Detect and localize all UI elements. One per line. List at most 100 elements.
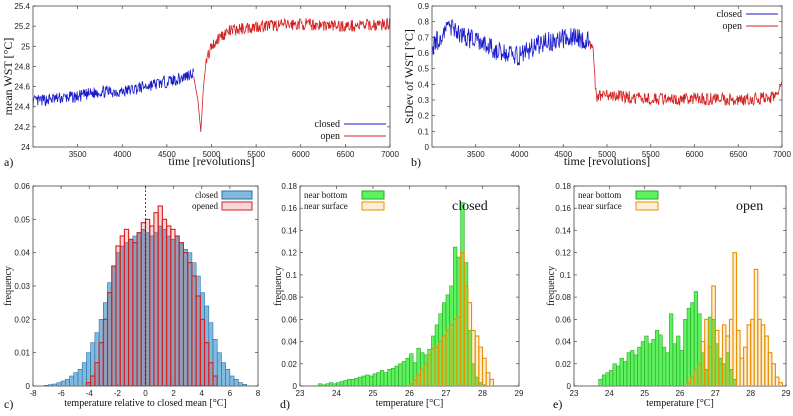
bar-opened	[191, 275, 197, 386]
bar-near-bottom	[369, 375, 374, 386]
ytick-label: 0.7	[418, 33, 430, 42]
bar-near-bottom	[379, 370, 385, 386]
plot-area-c	[43, 186, 248, 386]
bar-opened	[170, 228, 176, 386]
bar-near-bottom	[372, 373, 377, 386]
x-axis-label: time [revolutions]	[168, 154, 254, 168]
ytick-label: 0.04	[14, 249, 30, 258]
x-axis-label: temperature [°C]	[646, 398, 714, 409]
series-line-closed	[33, 68, 195, 108]
legend-label-opened: opened	[192, 201, 218, 211]
legend-swatch-closed	[221, 190, 253, 200]
bar-near-bottom	[605, 372, 610, 386]
ytick-label: 0.01	[14, 349, 30, 358]
bar-near-bottom	[612, 363, 617, 386]
bar-opened	[204, 342, 210, 386]
xtick-label: 0	[143, 389, 148, 398]
ytick-label: 0.6	[418, 49, 430, 58]
bar-opened	[208, 362, 214, 386]
bar-near-bottom	[654, 330, 660, 386]
ytick-label: 25.2	[14, 22, 30, 31]
bar-near-bottom	[336, 382, 341, 386]
xtick-label: 2	[171, 389, 176, 398]
ytick-label: 24.6	[14, 83, 30, 92]
xtick-label: 28	[746, 389, 755, 398]
ytick-label: 0.02	[555, 360, 571, 369]
bar-near-bottom	[651, 339, 656, 386]
bar-near-bottom	[339, 381, 345, 386]
ytick-label: 25	[21, 42, 30, 51]
bar-near-bottom	[623, 361, 628, 386]
xtick-label: 25	[640, 389, 649, 398]
bar-near-bottom	[637, 346, 642, 386]
ytick-label: 0.3	[418, 96, 430, 105]
bar-near-bottom	[405, 357, 410, 386]
bar-opened	[153, 212, 159, 386]
bar-near-bottom	[676, 335, 681, 386]
bar-closed	[48, 384, 53, 386]
bar-near-bottom	[665, 352, 670, 386]
bar-opened	[90, 375, 96, 386]
bar-opened	[106, 292, 113, 386]
ytick-label: 0.08	[281, 293, 297, 302]
xtick-label: 7000	[381, 150, 399, 159]
bar-near-bottom	[358, 376, 363, 386]
bar-near-bottom	[640, 341, 645, 386]
bar-opened	[119, 235, 125, 386]
legend-label-near-bottom: near bottom	[304, 190, 347, 200]
panel-b: 0 0.1 0.2 0.3 0.4 0.5 0.6 0.7 0.8 0.9 3500 4000 4500…	[402, 2, 791, 169]
bar-near-bottom	[686, 307, 691, 386]
bar-opened	[195, 295, 201, 386]
legend-swatch-near-surface	[361, 201, 385, 211]
bar-near-surface	[732, 252, 738, 386]
bar-closed	[52, 383, 58, 386]
bar-near-bottom	[398, 363, 403, 386]
bar-near-surface	[778, 382, 784, 386]
legend-label-open: open	[723, 21, 742, 32]
bar-near-bottom	[658, 334, 663, 386]
bar-closed	[73, 372, 79, 386]
y-axis-label: frequency	[546, 266, 557, 306]
ytick-label: 0	[26, 382, 31, 391]
plot-area-e	[598, 252, 784, 386]
bar-near-bottom	[630, 350, 635, 386]
x-axis-label: temperature relative to closed mean [°C]	[64, 398, 227, 409]
bar-near-bottom	[343, 380, 348, 386]
bar-near-bottom	[328, 382, 334, 386]
ytick-label: 0.9	[418, 2, 430, 11]
bar-near-bottom	[350, 379, 356, 386]
ytick-label: 25.4	[14, 2, 30, 11]
bar-near-bottom	[317, 383, 323, 386]
panel-a: 24 24.2 24.4 24.6 24.8 25 25.2 25.4 3500 4000 4500…	[1, 2, 399, 169]
ytick-label: 24.8	[14, 62, 30, 71]
bar-near-surface	[714, 329, 720, 386]
bar-near-bottom	[672, 343, 677, 386]
xtick-label: 26	[405, 389, 414, 398]
xtick-label: 23	[570, 389, 579, 398]
xtick-label: 26	[676, 389, 685, 398]
xtick-label: 24	[332, 389, 341, 398]
bar-opened	[132, 242, 138, 386]
bar-opened	[182, 252, 189, 386]
x-axis-label: temperature [°C]	[376, 398, 444, 409]
xtick-label: 6500	[336, 150, 354, 159]
bar-near-bottom	[394, 365, 399, 386]
ytick-label: 0.18	[555, 182, 571, 191]
ytick-label: 0.06	[14, 182, 30, 191]
ytick-label: 0.04	[281, 338, 297, 347]
legend-label-near-surface: near surface	[578, 201, 622, 211]
bar-closed	[69, 375, 75, 386]
xtick-label: -4	[86, 389, 94, 398]
bar-near-bottom	[644, 335, 649, 386]
xtick-label: 23	[296, 389, 305, 398]
ytick-label: 0.14	[555, 226, 571, 235]
bar-opened	[94, 362, 100, 386]
xtick-label: 25	[369, 389, 378, 398]
bar-near-surface	[774, 376, 780, 386]
bar-closed	[233, 379, 239, 386]
ytick-label: 0.8	[418, 18, 430, 27]
bar-closed	[221, 362, 226, 386]
ytick-label: 0.18	[281, 182, 297, 191]
bar-closed	[56, 382, 62, 386]
xtick-label: 5000	[598, 150, 616, 159]
